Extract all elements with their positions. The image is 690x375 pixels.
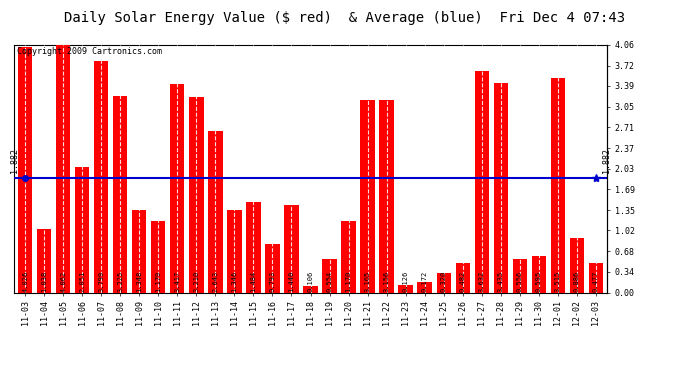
Text: 3.515: 3.515	[555, 271, 561, 292]
Text: 0.320: 0.320	[441, 271, 446, 292]
Text: 1.179: 1.179	[155, 271, 161, 292]
Bar	[380, 100, 394, 292]
Bar	[284, 205, 299, 292]
Text: 0.556: 0.556	[517, 271, 523, 292]
Text: 0.886: 0.886	[574, 271, 580, 292]
Bar	[18, 47, 32, 292]
Bar	[455, 263, 470, 292]
Bar	[37, 229, 51, 292]
Text: Copyright 2009 Cartronics.com: Copyright 2009 Cartronics.com	[17, 48, 161, 57]
Bar	[113, 96, 128, 292]
Bar	[589, 263, 603, 292]
Text: 1.484: 1.484	[250, 271, 257, 292]
Text: 3.225: 3.225	[117, 271, 124, 292]
Text: 3.417: 3.417	[175, 271, 180, 292]
Bar	[132, 210, 146, 292]
Text: 0.106: 0.106	[308, 271, 313, 292]
Text: 1.440: 1.440	[288, 271, 295, 292]
Bar	[246, 202, 261, 292]
Text: 1.346: 1.346	[231, 271, 237, 292]
Text: 3.435: 3.435	[497, 271, 504, 292]
Text: 0.172: 0.172	[422, 271, 428, 292]
Text: 0.126: 0.126	[402, 271, 408, 292]
Text: 3.799: 3.799	[98, 271, 104, 292]
Bar	[570, 238, 584, 292]
Text: 0.554: 0.554	[326, 271, 333, 292]
Bar	[266, 244, 279, 292]
Bar	[322, 259, 337, 292]
Bar	[75, 168, 90, 292]
Text: 1.882: 1.882	[602, 148, 611, 173]
Text: 4.062: 4.062	[60, 271, 66, 292]
Bar	[304, 286, 317, 292]
Bar	[531, 256, 546, 292]
Bar	[398, 285, 413, 292]
Bar	[513, 259, 527, 292]
Text: 0.477: 0.477	[593, 271, 599, 292]
Text: 2.643: 2.643	[213, 271, 219, 292]
Text: 1.882: 1.882	[10, 148, 19, 173]
Text: 1.348: 1.348	[137, 271, 142, 292]
Text: 4.026: 4.026	[22, 271, 28, 292]
Text: 3.165: 3.165	[364, 271, 371, 292]
Text: Daily Solar Energy Value ($ red)  & Average (blue)  Fri Dec 4 07:43: Daily Solar Energy Value ($ red) & Avera…	[64, 11, 626, 25]
Text: 0.482: 0.482	[460, 271, 466, 292]
Text: 1.170: 1.170	[346, 271, 351, 292]
Bar	[417, 282, 432, 292]
Bar	[208, 131, 223, 292]
Text: 3.632: 3.632	[479, 271, 484, 292]
Bar	[151, 220, 166, 292]
Text: 1.038: 1.038	[41, 271, 47, 292]
Bar	[342, 221, 355, 292]
Bar	[227, 210, 242, 292]
Bar	[360, 99, 375, 292]
Bar	[437, 273, 451, 292]
Text: 0.595: 0.595	[535, 271, 542, 292]
Bar	[170, 84, 184, 292]
Bar	[551, 78, 565, 292]
Bar	[189, 97, 204, 292]
Bar	[493, 83, 508, 292]
Text: 3.156: 3.156	[384, 271, 390, 292]
Bar	[56, 45, 70, 292]
Bar	[475, 71, 489, 292]
Text: 2.051: 2.051	[79, 271, 86, 292]
Bar	[94, 61, 108, 292]
Text: 0.793: 0.793	[270, 271, 275, 292]
Text: 3.210: 3.210	[193, 271, 199, 292]
